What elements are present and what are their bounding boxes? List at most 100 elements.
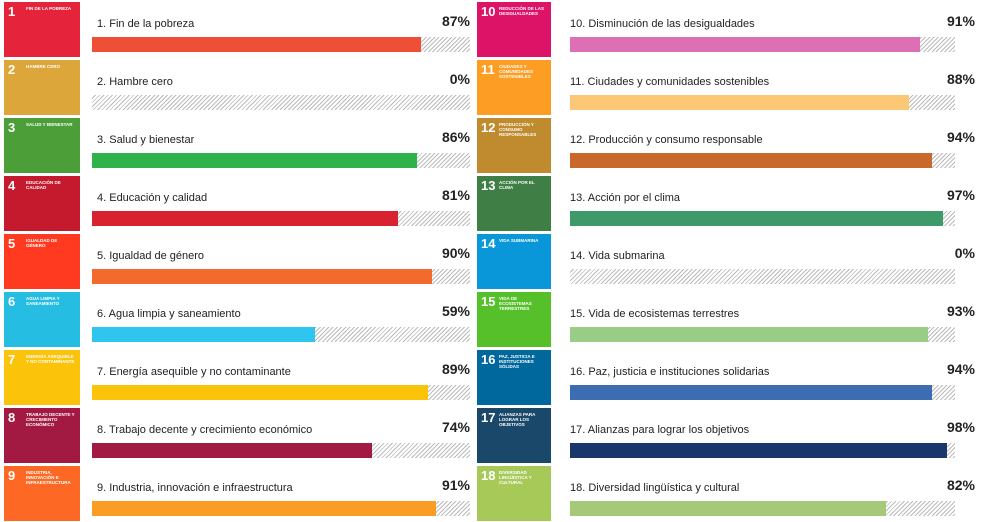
- icon-number: 6: [8, 294, 16, 309]
- icon-number: 11: [481, 62, 495, 77]
- bar-track: [92, 95, 470, 110]
- bar-track: [92, 385, 470, 400]
- icon-label: VIDA DE ECOSISTEMAS TERRESTRES: [499, 296, 532, 311]
- icon-number: 5: [8, 236, 16, 251]
- icon-label: AGUA LIMPIA Y SANEAMIENTO: [26, 296, 60, 306]
- icon-label: TRABAJO DECENTE Y CRECIMIENTO ECONÓMICO: [26, 412, 75, 427]
- icon-label: VIDA SUBMARINA: [499, 238, 539, 243]
- icon-number: 10: [481, 4, 496, 19]
- sdg-icon: 15 VIDA DE ECOSISTEMAS TERRESTRES: [477, 292, 551, 347]
- goal-label: 16. Paz, justicia e instituciones solida…: [570, 366, 770, 378]
- value-label: 90%: [441, 245, 470, 261]
- value-label: 94%: [946, 361, 975, 377]
- goal-label: 9. Industria, innovación e infraestructu…: [97, 482, 293, 494]
- sdg-icon: 16 PAZ, JUSTICIA E INSTITUCIONES SÓLIDAS: [477, 350, 551, 405]
- bar: [92, 37, 421, 52]
- sdg-icon: 11 CIUDADES Y COMUNIDADES SOSTENIBLES: [477, 60, 551, 115]
- bar: [92, 211, 399, 226]
- value-label: 59%: [441, 303, 470, 319]
- icon-label: ACCIÓN POR EL CLIMA: [499, 180, 535, 190]
- sdg-icon: 9 INDUSTRIA, INNOVACIÓN E INFRAESTRUCTURA: [4, 466, 80, 521]
- sdg-icon: 6 AGUA LIMPIA Y SANEAMIENTO: [4, 292, 80, 347]
- sdg-icon: 1 FIN DE LA POBREZA: [4, 2, 80, 57]
- bar-track: [92, 37, 470, 52]
- sdg-icon: 12 PRODUCCIÓN Y CONSUMO RESPONSABLES: [477, 118, 551, 173]
- goal-label: 17. Alianzas para lograr los objetivos: [570, 424, 750, 436]
- bar: [570, 501, 886, 516]
- bar-track: [570, 269, 955, 284]
- icon-number: 1: [8, 4, 16, 19]
- sdg-icon: 7 ENERGÍA ASEQUIBLE Y NO CONTAMINANTE: [4, 350, 80, 405]
- bar-track: [570, 501, 955, 516]
- bar-track: [92, 211, 470, 226]
- icon-number: 16: [481, 352, 496, 367]
- sdg-icon: 18 DIVERSIDAD LINGÜÍSTICA Y CULTURAL: [477, 466, 551, 521]
- sdg-icon: 10 REDUCCIÓN DE LAS DESIGUALDADES: [477, 2, 551, 57]
- bar-track: [92, 443, 470, 458]
- bar: [570, 327, 929, 342]
- icon-label: DIVERSIDAD LINGÜÍSTICA Y CULTURAL: [499, 470, 532, 485]
- value-label: 94%: [946, 129, 975, 145]
- bar-track: [570, 211, 955, 226]
- value-label: 0%: [954, 245, 975, 261]
- value-label: 93%: [946, 303, 975, 319]
- value-label: 97%: [946, 187, 975, 203]
- sdg-icon: 2 HAMBRE CERO: [4, 60, 80, 115]
- bar-track: [570, 327, 955, 342]
- value-label: 91%: [946, 13, 975, 29]
- goal-label: 7. Energía asequible y no contaminante: [97, 366, 291, 378]
- bar-track: [570, 443, 955, 458]
- sdg-icon: 3 SALUD Y BIENESTAR: [4, 118, 80, 173]
- icon-number: 3: [8, 120, 16, 135]
- icon-label: SALUD Y BIENESTAR: [26, 122, 73, 127]
- value-label: 81%: [441, 187, 470, 203]
- bar: [92, 327, 316, 342]
- bar: [570, 443, 948, 458]
- bar-track: [570, 385, 955, 400]
- sdg-icon: 5 IGUALDAD DE GÉNERO: [4, 234, 80, 289]
- bar: [92, 443, 372, 458]
- value-label: 0%: [449, 71, 470, 87]
- bar-track: [570, 153, 955, 168]
- icon-label: IGUALDAD DE GÉNERO: [26, 238, 58, 248]
- bar-track: [570, 37, 955, 52]
- goal-label: 1. Fin de la pobreza: [97, 18, 195, 30]
- bar: [570, 211, 944, 226]
- value-label: 87%: [441, 13, 470, 29]
- goal-label: 11. Ciudades y comunidades sostenibles: [570, 76, 770, 88]
- goal-label: 13. Acción por el clima: [570, 192, 681, 204]
- sdg-icon: 14 VIDA SUBMARINA: [477, 234, 551, 289]
- bar: [92, 385, 429, 400]
- icon-number: 4: [8, 178, 16, 193]
- icon-label: PAZ, JUSTICIA E INSTITUCIONES SÓLIDAS: [499, 354, 535, 369]
- bar: [92, 153, 418, 168]
- value-label: 98%: [946, 419, 975, 435]
- icon-number: 2: [8, 62, 16, 77]
- value-label: 91%: [441, 477, 470, 493]
- goal-label: 15. Vida de ecosistemas terrestres: [570, 308, 740, 320]
- icon-number: 13: [481, 178, 496, 193]
- goal-label: 18. Diversidad lingüística y cultural: [570, 482, 740, 494]
- value-label: 86%: [441, 129, 470, 145]
- bar: [570, 95, 909, 110]
- bar: [570, 153, 932, 168]
- icon-number: 17: [481, 410, 496, 425]
- bar-track: [92, 327, 470, 342]
- bar: [92, 269, 433, 284]
- icon-label: EDUCACIÓN DE CALIDAD: [26, 180, 61, 190]
- icon-number: 14: [481, 236, 496, 251]
- bar-track: [92, 501, 470, 516]
- icon-label: REDUCCIÓN DE LAS DESIGUALDADES: [499, 6, 545, 16]
- sdg-icon: 4 EDUCACIÓN DE CALIDAD: [4, 176, 80, 231]
- goal-label: 2. Hambre cero: [97, 76, 173, 88]
- icon-label: ALIANZAS PARA LOGRAR LOS OBJETIVOS: [499, 412, 536, 427]
- icon-number: 7: [8, 352, 16, 367]
- value-label: 88%: [946, 71, 975, 87]
- icon-number: 8: [8, 410, 16, 425]
- bar: [570, 37, 921, 52]
- icon-label: FIN DE LA POBREZA: [26, 6, 72, 11]
- icon-label: HAMBRE CERO: [26, 64, 61, 69]
- goal-label: 10. Disminución de las desigualdades: [570, 18, 755, 30]
- sdg-icon: 8 TRABAJO DECENTE Y CRECIMIENTO ECONÓMICO: [4, 408, 80, 463]
